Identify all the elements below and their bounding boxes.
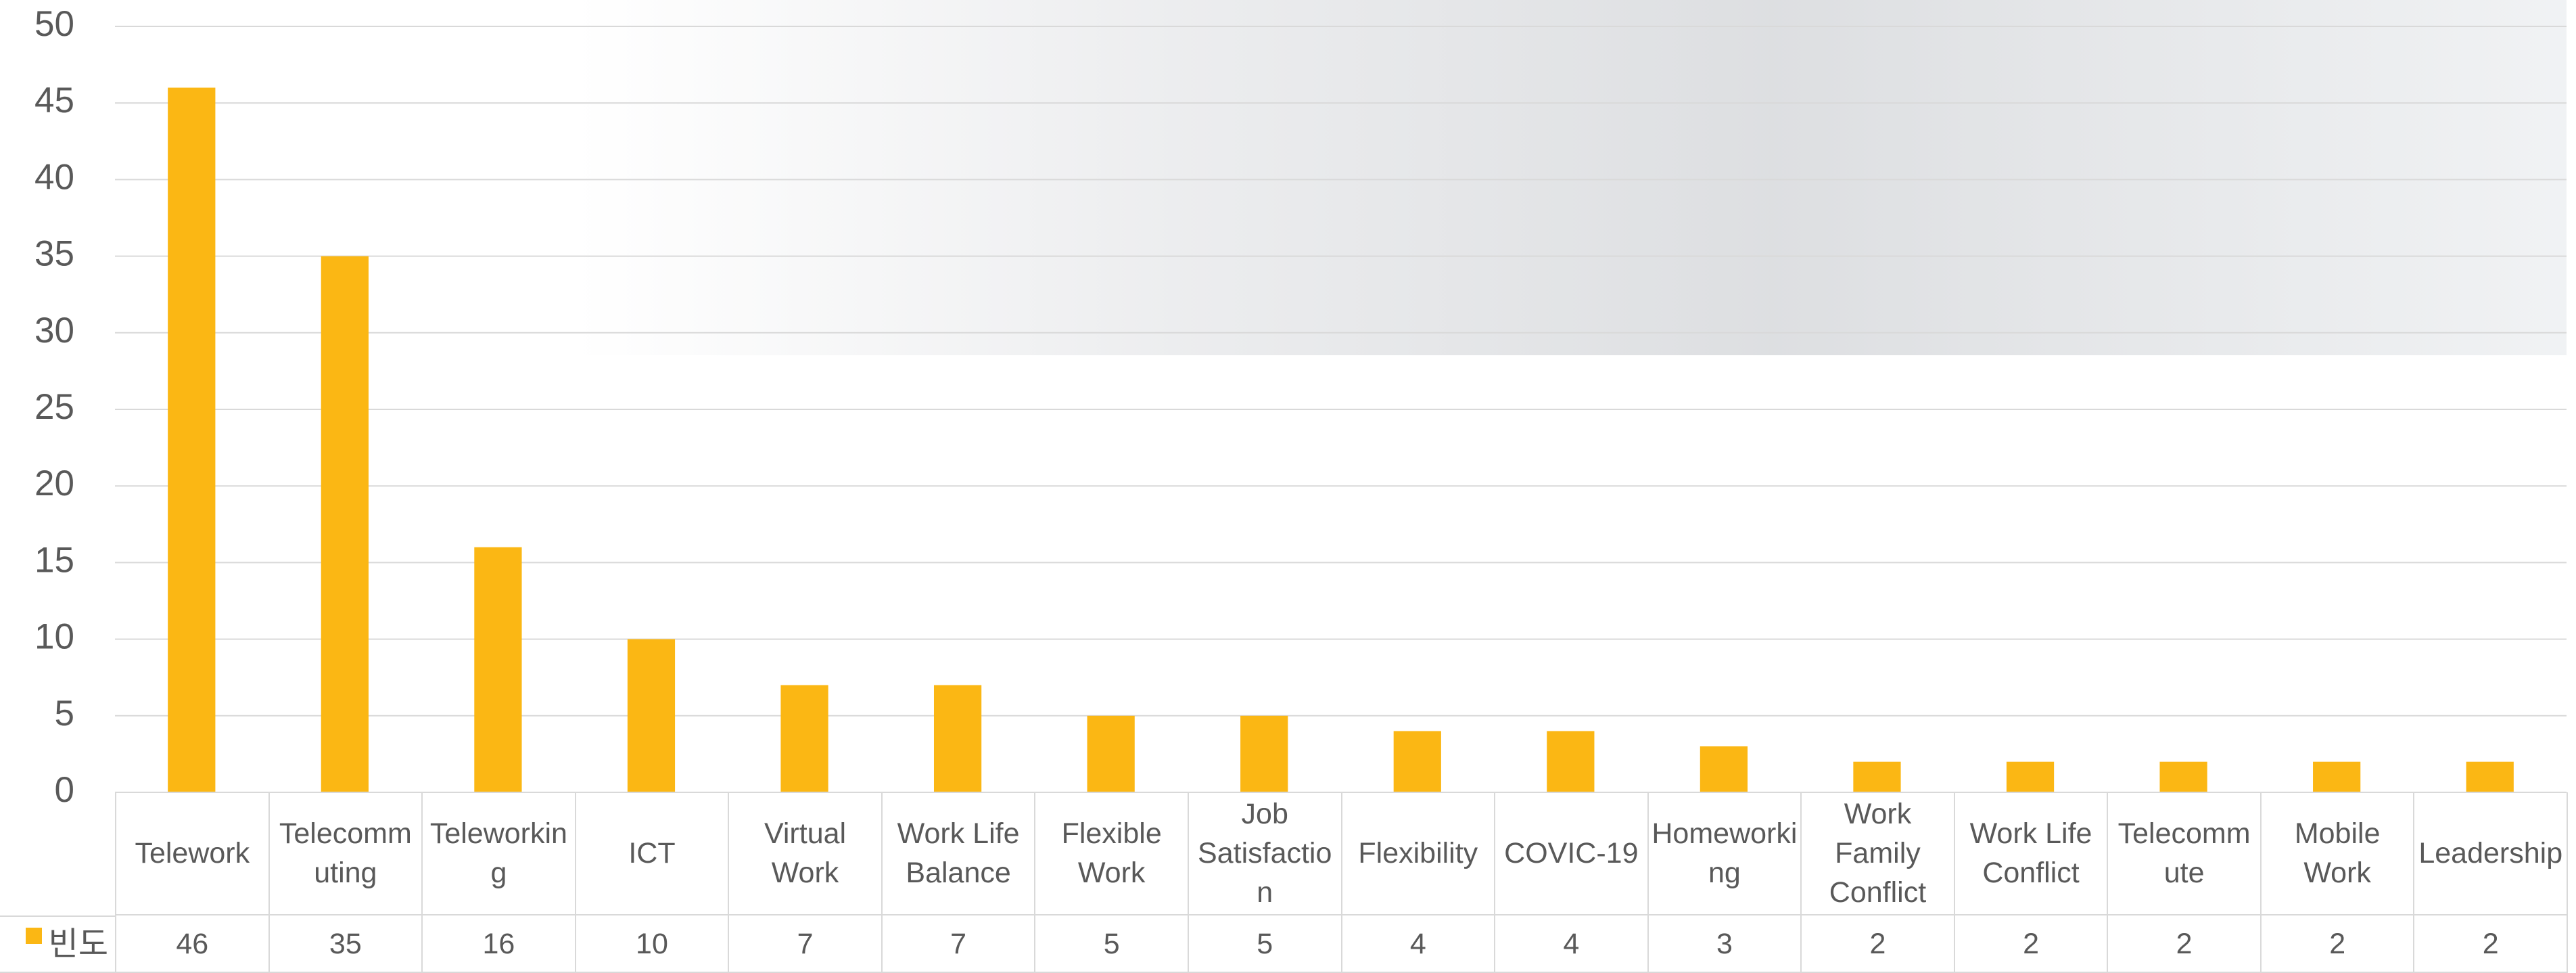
table-value: 4	[1340, 915, 1495, 973]
table-value: 35	[268, 915, 422, 973]
y-tick-label: 0	[55, 770, 74, 810]
category-label: ICT	[574, 792, 728, 915]
category-label: Work Life Conflict	[1953, 792, 2107, 915]
bar	[2006, 761, 2055, 792]
bar	[1087, 715, 1135, 792]
bar	[2159, 761, 2207, 792]
table-value: 2	[1953, 915, 2107, 973]
bar	[1240, 715, 1288, 792]
table-value: 7	[728, 915, 881, 973]
bar	[933, 685, 982, 792]
legend-label: 빈도	[48, 926, 108, 962]
table-value: 2	[1800, 915, 1954, 973]
category-label: Leadership	[2413, 792, 2567, 915]
bar	[321, 256, 369, 793]
bar	[474, 547, 522, 792]
bar	[627, 639, 676, 792]
category-label: Work Family Conflict	[1800, 792, 1954, 915]
y-tick-label: 20	[34, 463, 74, 503]
category-label: Mobile Work	[2259, 792, 2414, 915]
table-value: 46	[115, 915, 268, 973]
bar	[1393, 731, 1441, 792]
category-label: Homeworking	[1647, 792, 1801, 915]
bar	[168, 87, 216, 792]
table-value: 10	[574, 915, 728, 973]
table-value: 2	[2413, 915, 2567, 973]
y-tick-label: 45	[34, 81, 74, 120]
table-value: 2	[2107, 915, 2260, 973]
category-label: Telecommuting	[268, 792, 422, 915]
category-label: Teleworking	[421, 792, 575, 915]
category-label: Telework	[115, 792, 268, 915]
bar	[2466, 761, 2514, 792]
y-tick-label: 50	[34, 4, 74, 44]
y-tick-label: 35	[34, 234, 74, 274]
legend-swatch	[25, 928, 42, 944]
y-tick-label: 10	[34, 617, 74, 657]
y-tick-label: 25	[34, 387, 74, 427]
table-value: 2	[2259, 915, 2414, 973]
table-right-border	[2567, 792, 2568, 973]
table-value: 7	[881, 915, 1035, 973]
table-value: 4	[1494, 915, 1647, 973]
category-label: COVIC-19	[1494, 792, 1647, 915]
bar	[2313, 761, 2361, 792]
table-value: 5	[1187, 915, 1341, 973]
category-label: Virtual Work	[728, 792, 881, 915]
bar	[1700, 746, 1748, 792]
table-value: 3	[1647, 915, 1801, 973]
y-tick-label: 15	[34, 540, 74, 580]
category-label: Flexible Work	[1034, 792, 1188, 915]
bar	[780, 685, 828, 792]
background-image	[575, 0, 2567, 355]
bar	[1547, 731, 1595, 792]
legend-cell: 빈도	[0, 915, 115, 973]
y-tick-label: 40	[34, 157, 74, 197]
table-value: 16	[421, 915, 575, 973]
category-label: Flexibility	[1340, 792, 1495, 915]
y-tick-label: 30	[34, 311, 74, 350]
category-label: Telecommute	[2107, 792, 2260, 915]
y-tick-label: 5	[55, 694, 74, 733]
category-label: Work Life Balance	[881, 792, 1035, 915]
table-value: 5	[1034, 915, 1188, 973]
bar	[1853, 761, 1901, 792]
category-label: Job Satisfaction	[1187, 792, 1341, 915]
